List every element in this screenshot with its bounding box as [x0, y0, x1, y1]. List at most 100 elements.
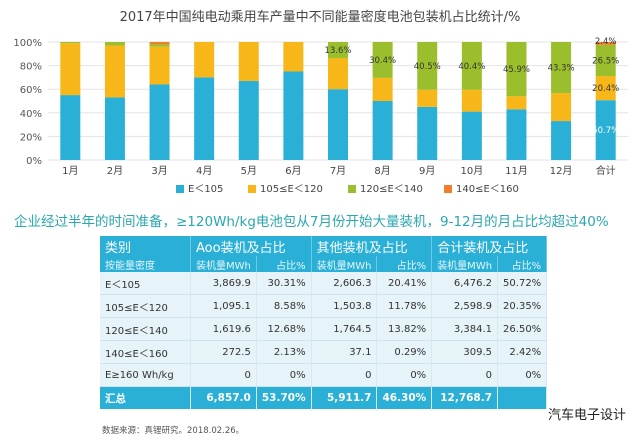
table-row: 105≤E＜120 1,095.1 8.58% 1,503.8 11.78% 2… [100, 294, 548, 318]
bar-segment [60, 43, 81, 96]
bar-segment [506, 96, 527, 110]
cell: 0 [190, 363, 257, 387]
bar-segment [60, 42, 81, 44]
legend-swatch [176, 185, 184, 193]
bar-segment [60, 95, 81, 160]
bar-segment [194, 77, 215, 160]
data-label: 43.3% [548, 64, 575, 74]
data-label: 40.5% [414, 62, 441, 72]
cell: 11.78% [376, 294, 433, 318]
bar-segment [506, 109, 527, 160]
bar-segment [595, 100, 616, 160]
x-tick-label: 9月 [419, 165, 435, 177]
row-label: 120≤E＜140 [100, 317, 191, 341]
bar-segment [194, 42, 215, 78]
cell: 6,857.0 [190, 386, 257, 409]
bar-segment [551, 93, 572, 122]
subheader-cell: 装机量MWh [190, 256, 257, 272]
row-label: 140≤E＜160 [100, 340, 191, 364]
bar-segment [461, 89, 482, 112]
x-tick-label: 4月 [196, 165, 212, 177]
bar-segment [551, 42, 572, 94]
cell: 20.41% [376, 272, 433, 295]
stacked-bar-chart: 0% 20% 40% 60% 80% 100% 1月 2月 3月 4月 5月 6月 7月 8月 9月 10月 1… [13, 37, 628, 195]
cell: 12,768.7 [431, 386, 499, 409]
bar-segment [149, 84, 170, 160]
cell [497, 386, 548, 409]
bar-segment [595, 44, 616, 77]
table-row: 120≤E＜140 1,619.6 12.68% 1,764.5 13.82% … [100, 317, 548, 341]
subheader-cell: 占比% [376, 256, 433, 272]
data-label: 26.5% [592, 56, 619, 66]
bar-segment [149, 44, 170, 47]
row-label: E≥160 Wh/kg [100, 363, 191, 387]
legend-swatch [348, 185, 356, 193]
x-tick-label: 2月 [107, 165, 123, 177]
header-category: 类别 [100, 236, 191, 256]
bar-segment [417, 42, 438, 90]
cell: 1,503.8 [311, 294, 378, 318]
data-table: 类别 Aoo装机及占比 其他装机及占比 合计装机及占比 按能量密度 装机量MWh… [100, 236, 548, 409]
cell: 46.30% [376, 386, 433, 409]
cell: 13.82% [376, 317, 433, 341]
cell: 2,598.9 [431, 294, 499, 318]
x-tick-label: 11月 [505, 165, 528, 177]
cell: 1,619.6 [190, 317, 257, 341]
data-label: 13.6% [324, 46, 351, 56]
bar-segment [149, 46, 170, 85]
x-tick-label: 7月 [330, 165, 346, 177]
cell: 0% [256, 363, 312, 387]
subheader-cell: 按能量密度 [100, 256, 191, 272]
header-total: 合计装机及占比 [431, 236, 548, 256]
table-row: 140≤E＜160 272.5 2.13% 37.1 0.29% 309.5 2… [100, 340, 548, 364]
legend-label: 140≤E＜160 [456, 184, 519, 195]
legend-swatch [444, 185, 452, 193]
data-label: 2.4% [595, 37, 617, 47]
data-label: 50.7% [592, 126, 619, 136]
x-tick-label: 1月 [62, 165, 78, 177]
legend-label: E＜105 [188, 184, 223, 195]
subheader-cell: 装机量MWh [431, 256, 499, 272]
cell: 3,869.9 [190, 272, 257, 295]
bar-segment [551, 121, 572, 160]
cell: 309.5 [431, 340, 499, 364]
x-tick-label: 5月 [241, 165, 257, 177]
y-tick-label: 0% [26, 156, 42, 167]
x-tick-label: 6月 [285, 165, 301, 177]
bar-segment [417, 106, 438, 160]
cell: 3,384.1 [431, 317, 499, 341]
bar-segment [149, 42, 170, 45]
bar-segment [238, 80, 259, 160]
cell: 272.5 [190, 340, 257, 364]
bar-segment [372, 101, 393, 160]
cell: 0% [376, 363, 433, 387]
x-tick-label: 8月 [374, 165, 390, 177]
table-row: E≥160 Wh/kg 0 0% 0 0% 0 0% [100, 363, 548, 387]
cell: 37.1 [311, 340, 378, 364]
bar-segment [238, 42, 259, 81]
cell: 12.68% [256, 317, 312, 341]
y-tick-label: 60% [20, 85, 42, 96]
cell: 26.50% [497, 317, 548, 341]
cell: 0% [497, 363, 548, 387]
subheader-cell: 占比% [497, 256, 548, 272]
bar-segment [417, 89, 438, 107]
bar-segment [595, 76, 616, 101]
y-tick-label: 100% [13, 38, 42, 49]
bar-segment [506, 42, 527, 97]
cell: 2.42% [497, 340, 548, 364]
cell: 30.31% [256, 272, 312, 295]
legend-label: 105≤E＜120 [260, 184, 323, 195]
table-total-row: 汇总 6,857.0 53.70% 5,911.7 46.30% 12,768.… [100, 386, 548, 409]
bar-segment [104, 97, 125, 160]
legend-label: 120≤E＜140 [360, 184, 423, 195]
subheader-cell: 装机量MWh [311, 256, 378, 272]
y-tick-label: 80% [20, 62, 42, 73]
data-label: 30.4% [369, 56, 396, 66]
chart-subtitle: 企业经过半年的时间准备，≥120Wh/kg电池包从7月份开始大量装机，9-12月… [14, 214, 609, 230]
cell: 20.35% [497, 294, 548, 318]
data-label: 20.4% [592, 84, 619, 94]
cell: 53.70% [256, 386, 312, 409]
total-label: 汇总 [100, 386, 191, 409]
watermark: 汽车电子设计 [548, 408, 627, 423]
